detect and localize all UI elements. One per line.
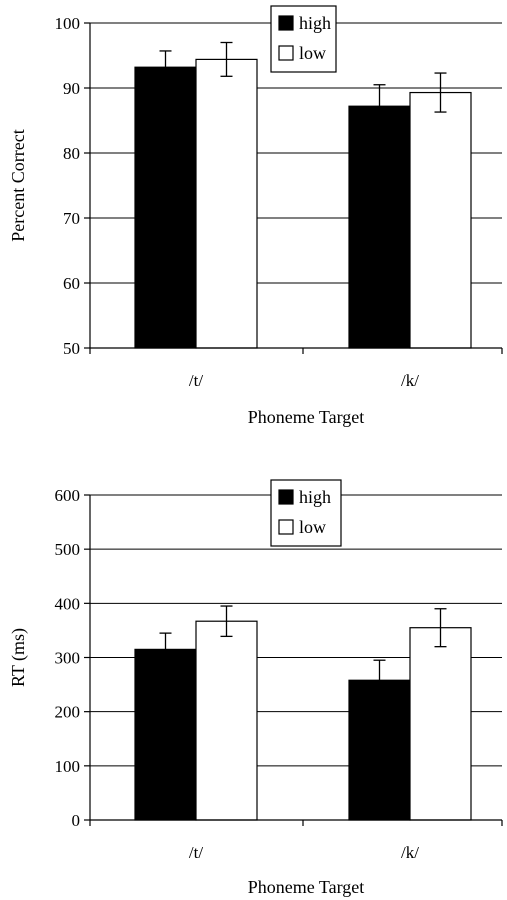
x-axis-title: Phoneme Target	[248, 877, 365, 897]
y-tick-label: 0	[72, 811, 81, 830]
y-tick-label: 300	[55, 649, 81, 668]
x-tick-label: /k/	[401, 371, 419, 390]
x-axis-title: Phoneme Target	[248, 407, 365, 427]
bar-low-1	[409, 627, 472, 821]
legend-swatch-high	[278, 489, 294, 505]
reaction-time-chart: 0 100 200 300 400 500 600/t/ /k/Phoneme Target R…	[8, 479, 503, 897]
y-tick-label: 200	[55, 703, 81, 722]
y-tick-label: 60	[63, 274, 80, 293]
legend-swatch-low	[278, 45, 294, 61]
y-tick-label: 90	[63, 79, 80, 98]
y-tick-label: 100	[55, 757, 81, 776]
bar-high-0	[134, 66, 197, 349]
x-tick-label: /k/	[401, 843, 419, 862]
legend-swatch-high	[278, 15, 294, 31]
bar-low-0	[195, 58, 258, 349]
legend-label-high: high	[299, 13, 331, 33]
y-tick-label: 80	[63, 144, 80, 163]
legend-label-low: low	[299, 43, 326, 63]
bar-low-0	[195, 620, 258, 821]
y-axis-title: Percent Correct	[8, 129, 28, 241]
y-tick-label: 70	[63, 209, 80, 228]
y-tick-label: 500	[55, 540, 81, 559]
bar-low-1	[409, 91, 472, 349]
legend-label-low: low	[299, 517, 326, 537]
x-tick-label: /t/	[189, 371, 203, 390]
legend-swatch-low	[278, 519, 294, 535]
legend: high low	[270, 5, 337, 73]
bar-high-0	[134, 648, 197, 821]
legend-label-high: high	[299, 487, 331, 507]
x-tick-label: /t/	[189, 843, 203, 862]
legend: high low	[270, 479, 342, 547]
percent-correct-chart: 50 60 70 80 90 100/t/ /k/Phoneme Target Percent…	[8, 5, 503, 427]
bar-high-1	[348, 105, 411, 349]
y-axis-title: RT (ms)	[8, 628, 29, 687]
y-tick-label: 400	[55, 594, 81, 613]
y-tick-label: 600	[55, 486, 81, 505]
y-tick-label: 100	[55, 14, 81, 33]
bar-high-1	[348, 679, 411, 821]
y-tick-label: 50	[63, 339, 80, 358]
